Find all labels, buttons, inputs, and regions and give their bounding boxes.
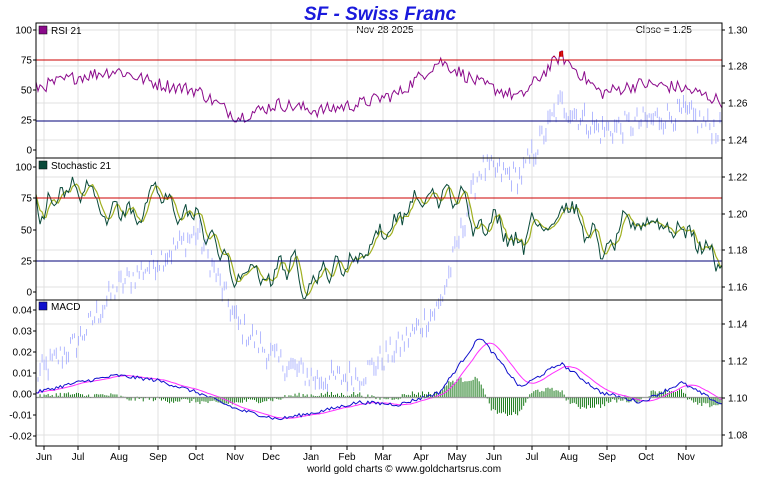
macd-line: [35, 338, 723, 421]
month-label: Dec: [262, 452, 280, 463]
stochastic-d-line: [35, 183, 723, 297]
price-tick-label: 1.24: [728, 136, 748, 147]
month-label: Oct: [638, 452, 654, 463]
price-tick-label: 1.12: [728, 357, 748, 368]
left-tick-label: 75: [21, 56, 33, 67]
price-tick-label: 1.16: [728, 283, 748, 294]
month-label: Jun: [36, 452, 52, 463]
price-tick-label: 1.10: [728, 394, 748, 405]
price-tick-label: 1.18: [728, 246, 748, 257]
price-tick-label: 1.20: [728, 210, 748, 221]
level-lines: [36, 59, 722, 398]
month-label: Oct: [188, 452, 204, 463]
left-tick-label: 25: [21, 257, 33, 268]
month-label: Feb: [338, 452, 356, 463]
macd-panel-label: MACD: [51, 302, 80, 313]
left-tick-label: 0.01: [13, 369, 33, 380]
left-tick-label: 50: [21, 226, 33, 237]
price-tick-label: 1.30: [728, 26, 748, 37]
left-tick-label: -0.02: [9, 432, 32, 443]
left-tick-label: 100: [15, 26, 32, 37]
month-label: Jul: [526, 452, 539, 463]
left-tick-label: 0.00: [13, 390, 33, 401]
month-label: Sep: [149, 452, 167, 463]
month-label: Mar: [374, 452, 392, 463]
axis-labels: 100 75 50 25 0 100 75 50 25 0 0.04 0.03 0.02 0.01 0.00…: [9, 26, 748, 464]
rsi-line: [35, 50, 723, 123]
month-label: Aug: [110, 452, 128, 463]
month-label: Jul: [72, 452, 85, 463]
footer-credit: world gold charts © www.goldchartsrus.co…: [306, 464, 501, 475]
price-tick-label: 1.08: [728, 431, 748, 442]
left-tick-label: 100: [15, 163, 32, 174]
left-tick-label: 25: [21, 116, 33, 127]
macd-legend-swatch: [38, 301, 48, 311]
left-tick-label: 0.02: [13, 348, 33, 359]
chart-title: SF - Swiss Franc: [304, 4, 456, 25]
grid-layer: [36, 23, 722, 446]
stochastic-legend: Stochastic 21: [38, 160, 111, 172]
left-tick-label: 75: [21, 194, 33, 205]
left-tick-label: 0: [26, 146, 32, 157]
macd-legend: MACD: [38, 301, 80, 313]
stochastic-k-line: [35, 176, 723, 300]
left-tick-label: 0: [26, 288, 32, 299]
month-label: Jan: [303, 452, 319, 463]
stochastic-panel-label: Stochastic 21: [51, 161, 111, 172]
rsi-legend: RSI 21: [38, 25, 82, 37]
left-tick-label: 0.04: [13, 306, 33, 317]
price-tick-label: 1.28: [728, 62, 748, 73]
stochastic-legend-swatch: [38, 160, 48, 170]
month-label: Sep: [598, 452, 616, 463]
rsi-legend-swatch: [38, 25, 48, 35]
left-tick-label: 50: [21, 86, 33, 97]
rsi-panel-label: RSI 21: [51, 26, 82, 37]
month-label: Apr: [413, 452, 429, 463]
month-label: Jun: [486, 452, 502, 463]
price-tick-label: 1.22: [728, 173, 748, 184]
left-tick-label: -0.01: [9, 411, 32, 422]
price-layer: [35, 90, 723, 394]
month-label: Nov: [677, 452, 695, 463]
month-label: Nov: [226, 452, 244, 463]
month-label: May: [448, 452, 467, 463]
left-tick-label: 0.03: [13, 327, 33, 338]
price-tick-label: 1.14: [728, 320, 748, 331]
price-tick-label: 1.26: [728, 99, 748, 110]
month-label: Aug: [560, 452, 578, 463]
